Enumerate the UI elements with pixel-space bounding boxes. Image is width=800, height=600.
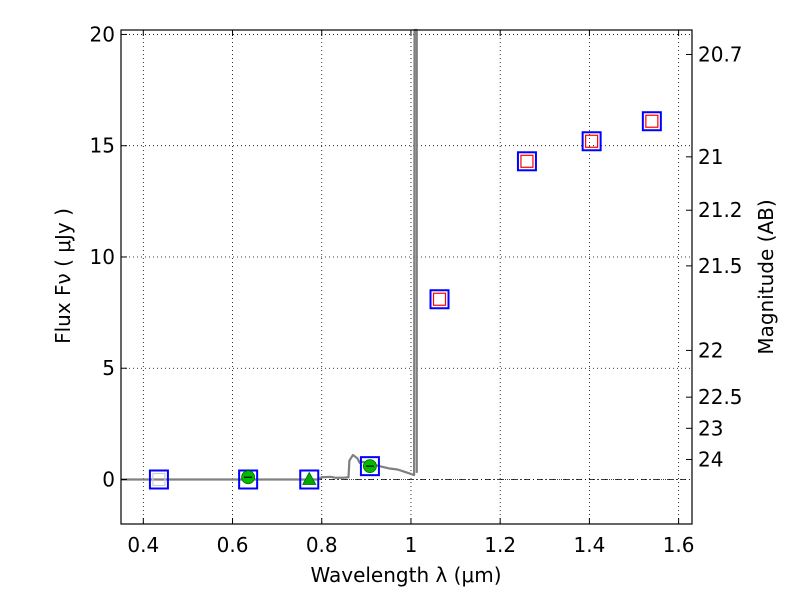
y-axis-label: Flux Fν ( μJy ) (51, 208, 75, 344)
data-point-large-square (641, 111, 662, 132)
right-tick-label: 24 (698, 447, 723, 471)
data-point-large-square (429, 289, 450, 310)
right-axis: 20.7 21 21.2 21.5 22 22.5 23 24 (686, 42, 743, 471)
right-tick-label: 21.5 (698, 254, 743, 278)
right-tick-label: 21.2 (698, 198, 743, 222)
right-tick-label: 21 (698, 145, 723, 169)
y-axis: 0 5 10 15 20 (90, 22, 127, 491)
right-axis-label: Magnitude (AB) (754, 199, 778, 354)
data-point-small-square (585, 134, 599, 148)
right-tick-label: 23 (698, 416, 723, 440)
data-point-small-square (432, 292, 447, 306)
y-tick-label: 5 (102, 356, 115, 380)
data-point-large-square (148, 469, 169, 490)
right-tick-label: 22 (698, 338, 723, 362)
data-point-small-square (152, 472, 166, 487)
plot-area (121, 28, 692, 490)
x-tick-label: 0.6 (217, 533, 249, 557)
data-point-large-square (516, 151, 537, 172)
x-tick-label: 1.2 (484, 533, 516, 557)
y-tick-label: 10 (90, 245, 115, 269)
data-point-large-square (581, 131, 602, 152)
y-tick-label: 20 (90, 22, 115, 46)
y-tick-label: 15 (90, 134, 115, 158)
plot-frame (120, 29, 693, 525)
y-tick-label: 0 (102, 467, 115, 491)
x-axis-label: Wavelength λ (μm) (310, 563, 501, 587)
x-axis: 0.4 0.6 0.8 1 1.2 1.4 1.6 (127, 30, 695, 557)
x-tick-label: 0.8 (306, 533, 338, 557)
data-point-small-square (520, 154, 534, 168)
data-point-large-square (299, 469, 320, 490)
data-point-small-square (645, 114, 659, 128)
data-point-triangle (302, 471, 317, 485)
x-tick-label: 1.4 (573, 533, 605, 557)
x-tick-label: 0.4 (127, 533, 159, 557)
right-tick-label: 22.5 (698, 385, 743, 409)
model-sed-line (121, 28, 418, 481)
x-tick-label: 1.6 (663, 533, 695, 557)
right-tick-label: 20.7 (698, 42, 743, 66)
data-point-large-square (359, 456, 380, 477)
x-tick-label: 1 (405, 533, 418, 557)
